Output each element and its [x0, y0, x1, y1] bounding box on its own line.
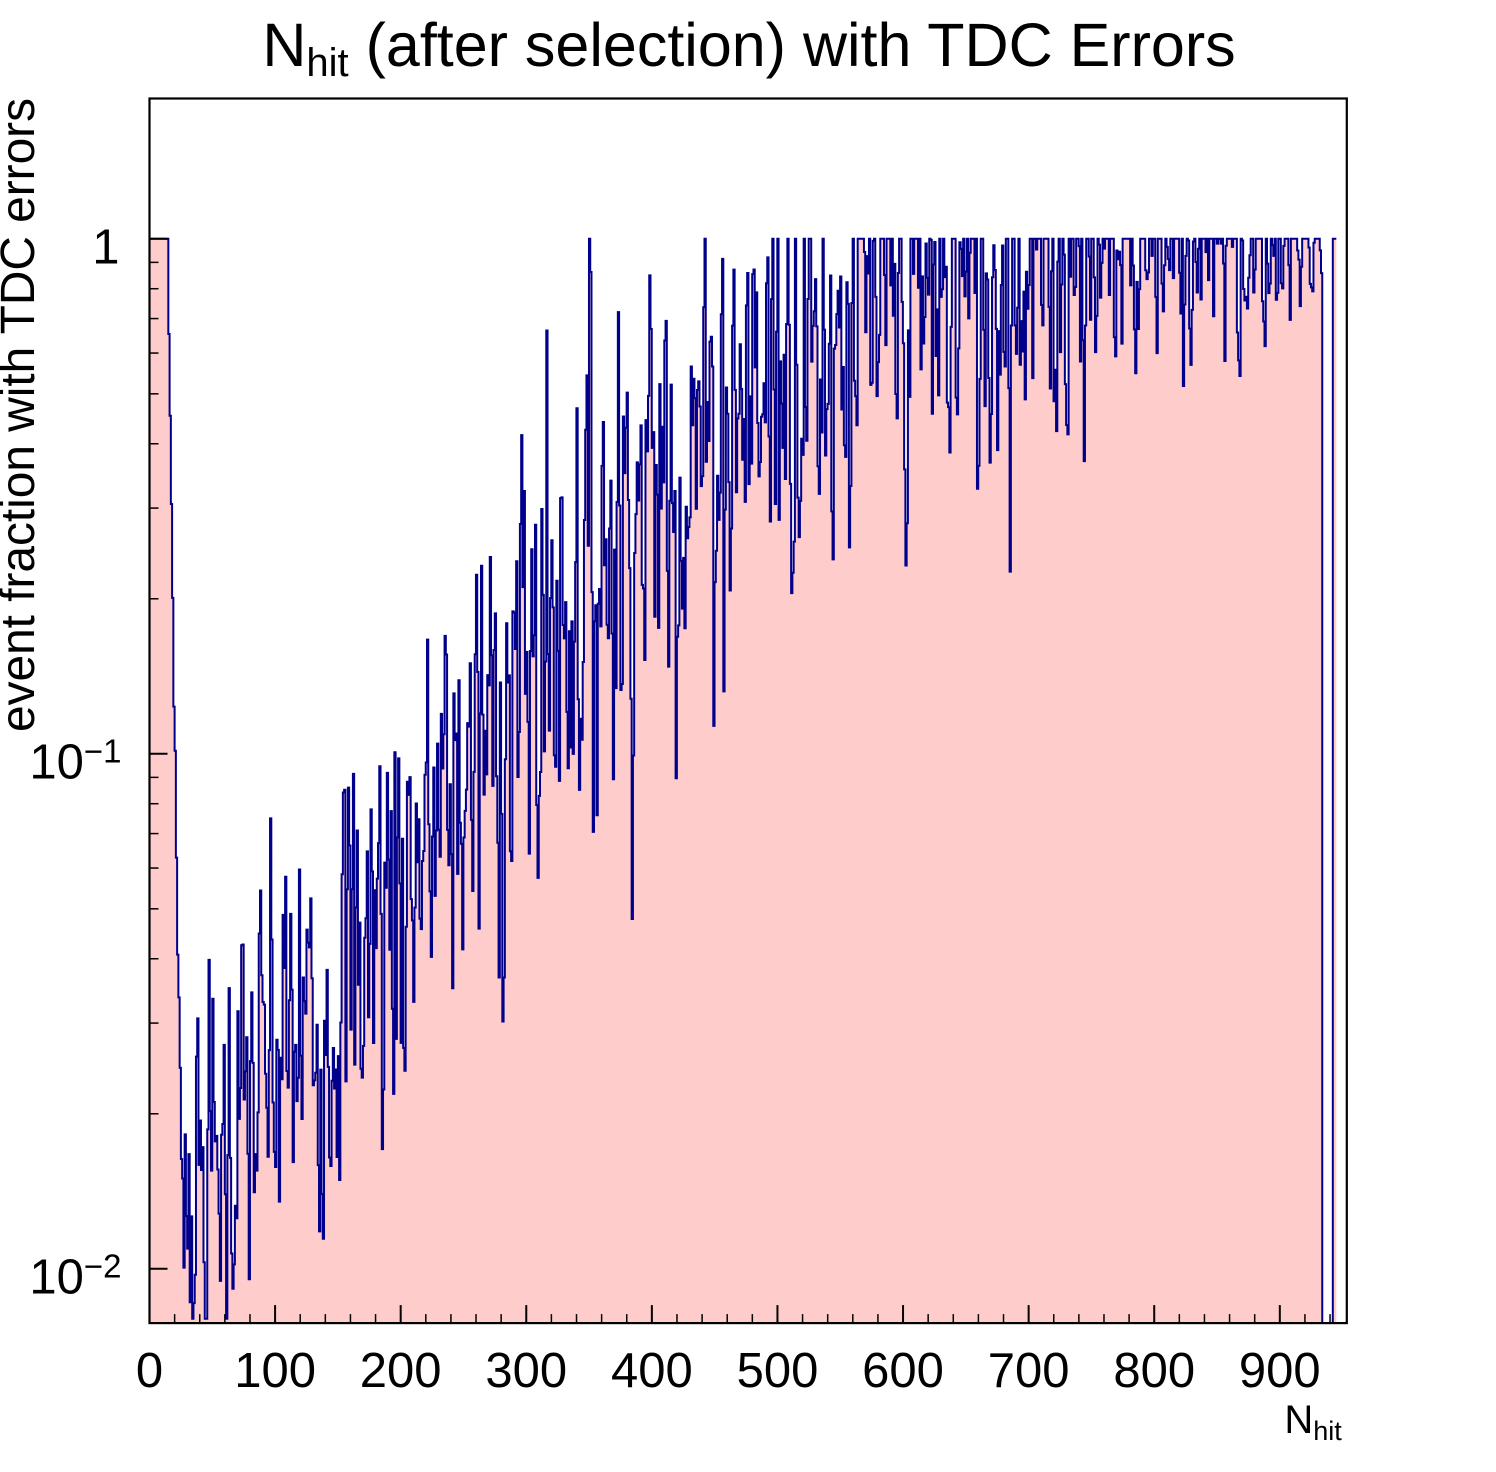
- svg-text:event fraction with TDC errors: event fraction with TDC errors: [0, 98, 45, 732]
- svg-text:300: 300: [485, 1344, 567, 1398]
- svg-text:0: 0: [136, 1344, 163, 1398]
- svg-text:400: 400: [611, 1344, 693, 1398]
- svg-text:Nhit (after selection) with TD: Nhit (after selection) with TDC Errors: [262, 11, 1235, 85]
- svg-text:900: 900: [1239, 1344, 1321, 1398]
- svg-text:200: 200: [360, 1344, 442, 1398]
- svg-text:100: 100: [234, 1344, 316, 1398]
- svg-text:500: 500: [737, 1344, 819, 1398]
- svg-text:800: 800: [1113, 1344, 1195, 1398]
- svg-text:700: 700: [988, 1344, 1070, 1398]
- svg-text:1: 1: [92, 220, 119, 274]
- svg-text:600: 600: [862, 1344, 944, 1398]
